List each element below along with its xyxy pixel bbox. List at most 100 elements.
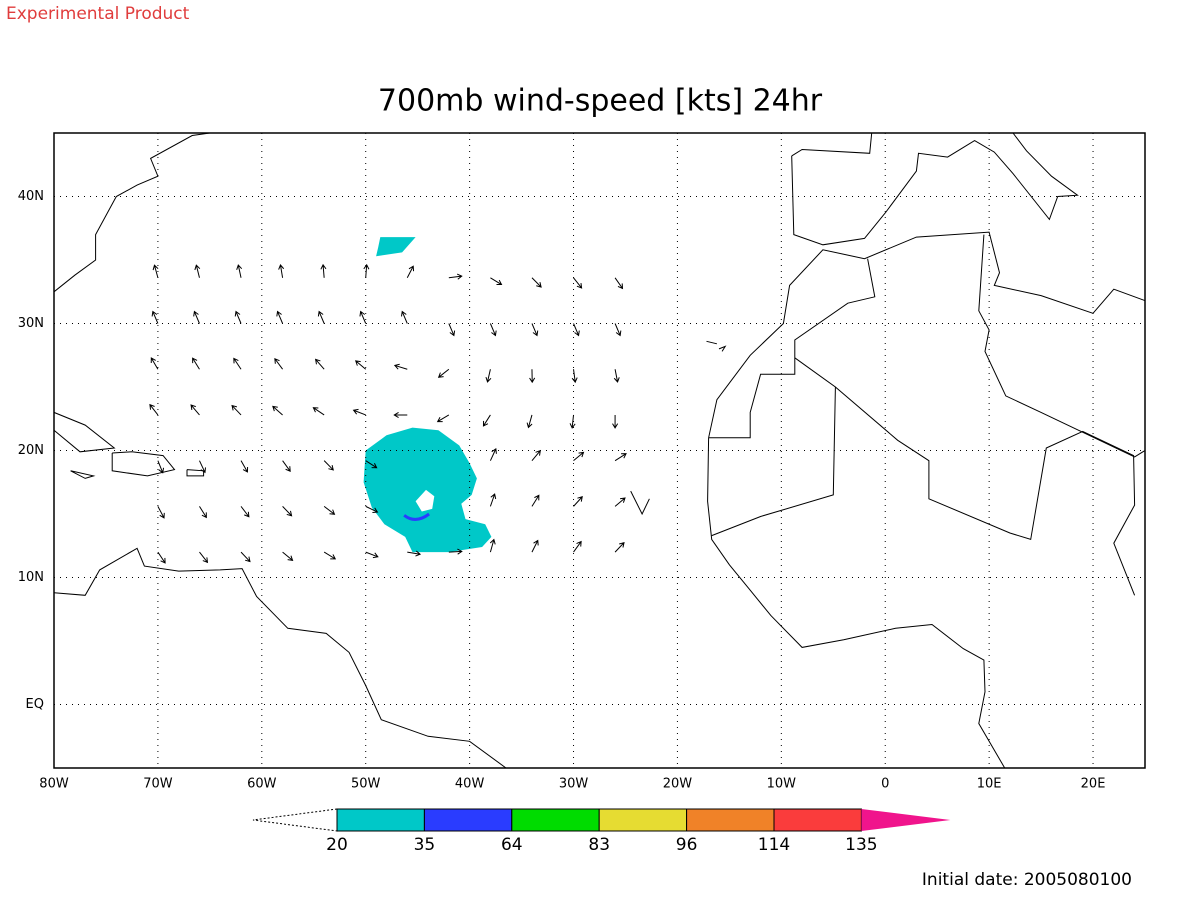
wind-vector — [406, 265, 415, 279]
wind-vector — [529, 369, 536, 384]
colorbar-above — [861, 809, 951, 831]
wind-vector — [151, 310, 159, 324]
coastline — [186, 469, 205, 477]
colorbar-label: 114 — [758, 835, 790, 855]
wind-vector — [354, 360, 367, 370]
wind-vector — [573, 323, 580, 337]
coastline — [791, 133, 1079, 246]
wind-vector — [365, 505, 379, 514]
wind-vector — [231, 404, 242, 416]
wind-vector — [276, 310, 284, 324]
wind-vector — [573, 451, 585, 462]
wind-vector — [199, 460, 207, 474]
wind-vector — [359, 310, 367, 324]
wind-vector — [401, 310, 408, 324]
colorbar-label: 35 — [414, 835, 436, 855]
wind-vector — [489, 538, 496, 553]
wind-vector — [573, 496, 583, 507]
wind-vector — [323, 460, 334, 471]
lat-tick-label: 30N — [18, 316, 44, 331]
wind-vector — [314, 358, 325, 370]
lat-tick-label: 40N — [18, 189, 44, 204]
wind-vector — [485, 369, 492, 383]
wind-vector — [531, 323, 539, 337]
colorbar-label: 135 — [845, 835, 877, 855]
wind-vector — [489, 493, 497, 507]
wind-vector — [482, 414, 491, 427]
wind-vector — [320, 263, 327, 278]
wind-vector — [282, 460, 291, 472]
wind-vector — [613, 369, 620, 383]
wind-vector — [569, 414, 576, 429]
wind-shade — [363, 427, 492, 553]
wind-vector — [317, 310, 325, 324]
lat-tick-label: EQ — [26, 697, 44, 712]
wind-vector — [190, 404, 200, 416]
wind-vector — [393, 411, 408, 418]
border — [978, 234, 1145, 458]
wind-vector — [157, 506, 165, 519]
wind-vector — [489, 323, 497, 337]
map-frame — [53, 132, 1146, 769]
wind-vector — [199, 551, 209, 564]
wind-vector — [323, 505, 336, 515]
wind-vector — [365, 551, 379, 559]
wind-vector — [573, 277, 583, 289]
wind-vector — [612, 414, 619, 429]
wind-vector — [448, 323, 456, 337]
wind-vector — [149, 403, 159, 416]
lon-tick-label: 50W — [351, 777, 381, 792]
wind-vector — [407, 550, 422, 557]
wind-vector — [152, 264, 159, 278]
coastline — [791, 133, 873, 157]
wind-vector — [240, 551, 251, 563]
wind-vector — [614, 453, 627, 462]
wind-vector — [437, 368, 450, 378]
coastline — [718, 345, 727, 352]
wind-vector — [573, 540, 582, 553]
wind-shade-high — [403, 512, 430, 521]
coastline — [708, 231, 1145, 438]
coastline — [111, 451, 176, 477]
wind-vector — [571, 369, 578, 384]
lon-tick-label: 20E — [1081, 777, 1106, 792]
wind-shade — [376, 237, 416, 257]
colorbar-label: 64 — [501, 835, 523, 855]
coastline — [70, 470, 96, 479]
wind-vector — [614, 497, 626, 507]
colorbar-label: 96 — [676, 835, 698, 855]
border — [708, 258, 876, 439]
wind-vector — [531, 539, 539, 553]
wind-vector — [236, 264, 243, 278]
product-note: Experimental Product — [6, 4, 190, 24]
wind-vector — [240, 506, 250, 518]
wind-vector — [282, 506, 293, 517]
colorbar-box — [686, 808, 775, 832]
coastline — [54, 547, 507, 768]
wind-vector — [278, 263, 285, 278]
lat-tick-label: 20N — [18, 443, 44, 458]
wind-vector — [192, 357, 200, 370]
border — [835, 386, 1136, 596]
coastline — [706, 340, 718, 345]
wind-vector — [157, 551, 166, 564]
colorbar-box — [773, 808, 862, 832]
wind-vector — [199, 506, 207, 519]
colorbar-label: 20 — [326, 835, 348, 855]
wind-vector — [489, 447, 497, 461]
wind-vector — [274, 357, 283, 370]
wind-shade — [415, 489, 435, 512]
wind-vector — [531, 449, 541, 461]
wind-vector — [157, 460, 165, 474]
wind-vector — [614, 277, 624, 290]
wind-vector — [490, 277, 503, 286]
wind-vector — [614, 323, 622, 337]
wind-vector — [614, 541, 625, 553]
wind-vector — [352, 408, 366, 416]
wind-vector — [448, 548, 463, 555]
colorbar-box — [336, 808, 425, 832]
colorbar-box — [423, 808, 513, 832]
wind-vector — [363, 263, 370, 278]
lat-tick-label: 10N — [18, 570, 44, 585]
